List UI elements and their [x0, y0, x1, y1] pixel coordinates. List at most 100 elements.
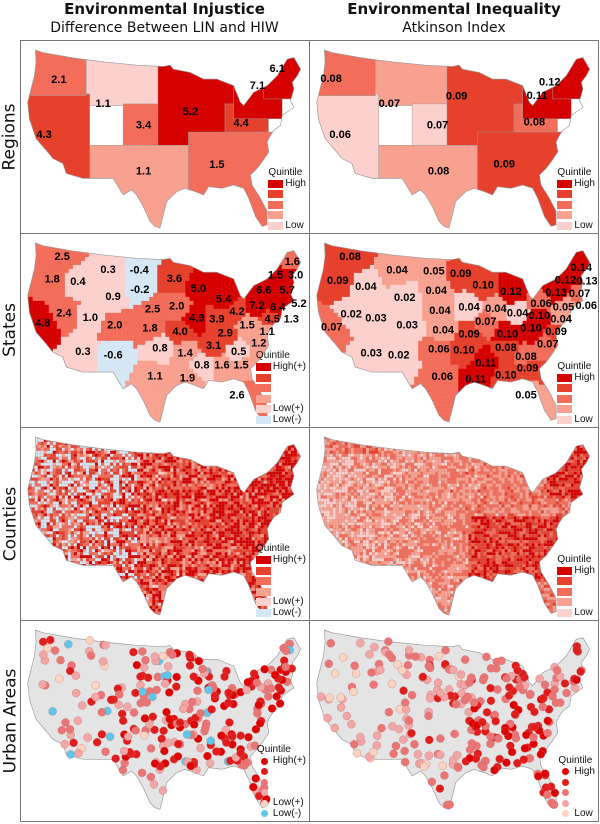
- state-area-cell: [382, 312, 387, 318]
- state-area-cell: [221, 264, 226, 270]
- state-area-cell: [21, 253, 25, 257]
- state-area-cell: [64, 384, 70, 389]
- state-area-cell: [289, 244, 295, 250]
- state-area-cell: [402, 284, 407, 290]
- state-area-cell: [361, 260, 367, 266]
- state-area-cell: [261, 242, 267, 246]
- state-area-cell: [181, 280, 186, 286]
- state-area-cell: [341, 300, 347, 306]
- state-area-cell: [574, 272, 580, 278]
- state-area-cell: [141, 276, 146, 282]
- state-area-cell: [329, 312, 334, 318]
- state-area-cell: [93, 324, 98, 330]
- state-area-cell: [454, 268, 459, 274]
- state-area-cell: [133, 368, 138, 373]
- column-subtitle: Atkinson Index: [402, 20, 506, 36]
- state-area-cell: [349, 252, 355, 258]
- states_injustice-value-label: 3.1: [206, 340, 221, 352]
- state-area-cell: [52, 260, 58, 266]
- state-area-cell: [141, 392, 146, 397]
- state-area-cell: [157, 304, 162, 310]
- state-area-cell: [237, 276, 242, 282]
- state-area-cell: [40, 336, 45, 342]
- state-area-cell: [442, 288, 447, 294]
- state-area-cell: [52, 268, 58, 274]
- state-area-cell: [591, 293, 595, 297]
- state-area-cell: [333, 264, 338, 270]
- state-area-cell: [261, 248, 267, 254]
- state-area-cell: [72, 276, 78, 282]
- state-area-cell: [462, 276, 467, 282]
- state-area-cell: [446, 264, 451, 270]
- state-area-cell: [84, 272, 90, 278]
- state-area-cell: [64, 288, 70, 294]
- state-area-cell: [185, 256, 190, 262]
- state-area-cell: [64, 312, 70, 318]
- state-area-cell: [438, 242, 443, 246]
- state-area-cell: [225, 368, 230, 373]
- state-area-cell: [177, 380, 182, 385]
- state-area-cell: [241, 408, 246, 413]
- state-area-cell: [52, 280, 58, 286]
- state-area-cell: [325, 264, 330, 270]
- state-area-cell: [302, 321, 306, 325]
- state-area-cell: [80, 320, 86, 326]
- state-area-cell: [285, 328, 291, 334]
- state-area-cell: [88, 348, 94, 353]
- state-area-cell: [165, 304, 170, 310]
- state-area-cell: [145, 284, 150, 290]
- state-area-cell: [229, 344, 234, 350]
- state-area-cell: [261, 260, 267, 266]
- state-area-cell: [245, 404, 250, 409]
- state-area-cell: [221, 268, 226, 274]
- state-area-cell: [209, 260, 214, 266]
- state-area-cell: [277, 276, 283, 282]
- state-area-cell: [502, 242, 507, 246]
- state-area-cell: [109, 416, 114, 421]
- state-area-cell: [97, 368, 102, 373]
- state-area-cell: [353, 280, 359, 286]
- state-area-cell: [76, 252, 82, 258]
- state-area-cell: [261, 412, 267, 417]
- state-area-cell: [189, 252, 194, 258]
- state-area-cell: [149, 276, 154, 282]
- state-area-cell: [88, 248, 94, 254]
- state-area-cell: [145, 364, 150, 369]
- state-area-cell: [153, 304, 158, 310]
- state-area-cell: [490, 300, 495, 306]
- state-area-cell: [201, 280, 206, 286]
- state-area-cell: [72, 264, 78, 270]
- state-area-cell: [197, 304, 202, 310]
- state-area-cell: [422, 242, 427, 246]
- state-area-cell: [105, 328, 110, 334]
- state-area-cell: [322, 237, 326, 241]
- state-area-cell: [80, 360, 86, 365]
- state-area-cell: [193, 244, 198, 250]
- state-area-cell: [76, 364, 82, 369]
- state-area-cell: [225, 412, 230, 417]
- state-area-cell: [125, 392, 130, 397]
- state-area-cell: [209, 336, 214, 342]
- state-area-cell: [414, 248, 419, 254]
- state-area-cell: [430, 268, 435, 274]
- state-area-cell: [554, 264, 560, 270]
- state-area-cell: [21, 321, 25, 325]
- state-area-cell: [153, 412, 158, 417]
- state-area-cell: [121, 388, 126, 393]
- state-area-cell: [265, 276, 271, 282]
- state-area-cell: [233, 420, 238, 423]
- state-area-cell: [117, 356, 122, 361]
- state-area-cell: [566, 312, 572, 318]
- state-area-cell: [137, 248, 142, 254]
- state-area-cell: [209, 380, 214, 385]
- state-area-cell: [93, 280, 98, 286]
- row-label-text: Urban Areas: [0, 668, 20, 774]
- state-area-cell: [229, 420, 234, 423]
- state-area-cell: [64, 412, 70, 417]
- state-area-cell: [88, 420, 94, 423]
- state-area-cell: [129, 404, 134, 409]
- state-area-cell: [153, 284, 158, 290]
- state-area-cell: [470, 280, 475, 286]
- state-area-cell: [165, 248, 170, 254]
- state-area-cell: [153, 348, 158, 353]
